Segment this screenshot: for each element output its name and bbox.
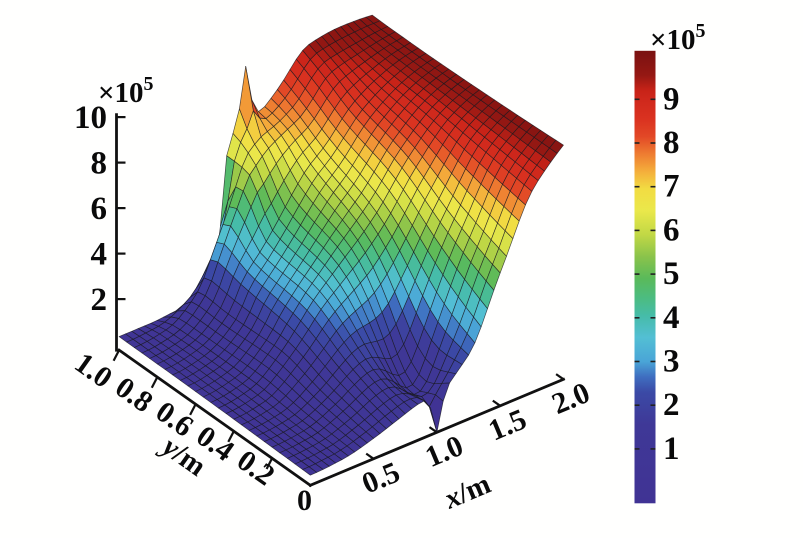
svg-text:3: 3 [663, 344, 680, 380]
svg-text:4: 4 [91, 237, 108, 273]
svg-text:2: 2 [91, 282, 108, 318]
svg-text:8: 8 [663, 125, 680, 161]
svg-text:6: 6 [91, 191, 108, 227]
svg-text:8: 8 [91, 146, 108, 182]
svg-text:4: 4 [663, 300, 680, 336]
svg-text:9: 9 [663, 81, 680, 117]
svg-text:7: 7 [663, 169, 680, 205]
svg-text:2: 2 [663, 387, 680, 423]
svg-text:10: 10 [74, 100, 107, 136]
svg-text:5: 5 [663, 256, 680, 292]
svg-text:6: 6 [663, 212, 680, 248]
svg-text:0: 0 [297, 484, 312, 517]
svg-text:1: 1 [663, 431, 680, 467]
